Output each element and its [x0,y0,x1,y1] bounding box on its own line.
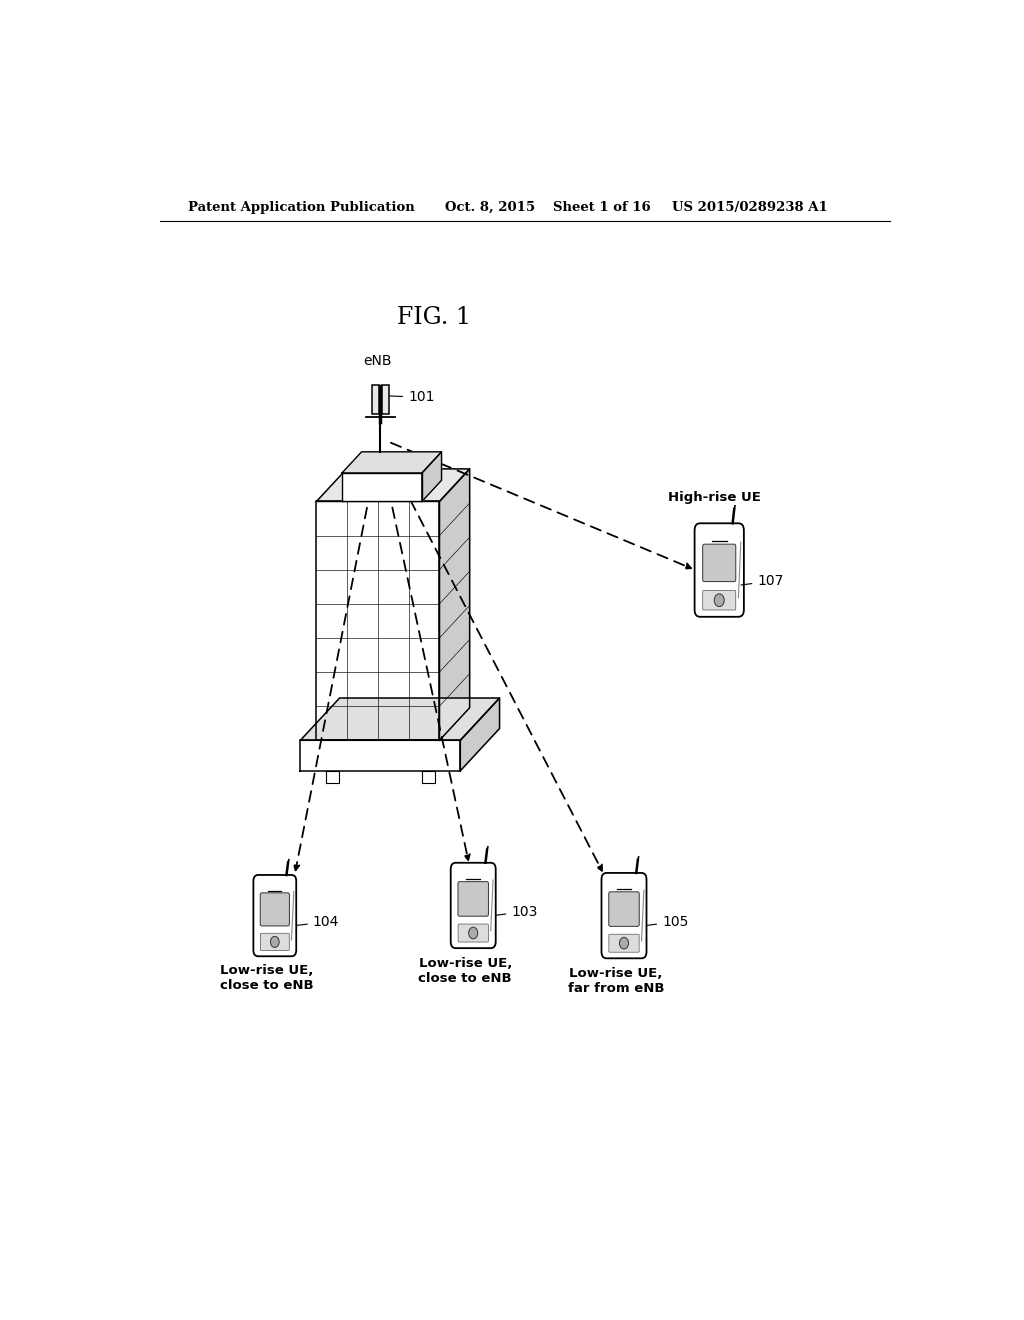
FancyBboxPatch shape [702,590,735,610]
Polygon shape [316,469,470,502]
Text: High-rise UE: High-rise UE [668,491,761,504]
Polygon shape [342,451,441,473]
FancyBboxPatch shape [702,544,736,582]
FancyBboxPatch shape [451,863,496,948]
FancyBboxPatch shape [458,882,488,916]
Circle shape [270,936,280,948]
Polygon shape [342,473,422,502]
Text: Low-rise UE,
close to eNB: Low-rise UE, close to eNB [419,957,512,985]
Polygon shape [300,741,461,771]
FancyBboxPatch shape [694,523,743,616]
Polygon shape [439,469,470,741]
FancyBboxPatch shape [372,385,379,413]
Polygon shape [422,451,441,502]
Polygon shape [316,502,439,741]
Polygon shape [422,771,434,783]
FancyBboxPatch shape [382,385,389,413]
Circle shape [469,927,478,939]
Text: 103: 103 [496,904,538,919]
Polygon shape [300,698,500,741]
Text: US 2015/0289238 A1: US 2015/0289238 A1 [672,201,827,214]
Circle shape [715,594,724,607]
Text: 104: 104 [297,915,339,929]
Polygon shape [326,771,339,783]
Text: 101: 101 [389,389,434,404]
Polygon shape [609,882,645,954]
FancyBboxPatch shape [609,935,639,952]
Text: 107: 107 [741,574,783,589]
Text: Sheet 1 of 16: Sheet 1 of 16 [553,201,650,214]
FancyBboxPatch shape [260,933,289,950]
Text: Patent Application Publication: Patent Application Publication [187,201,415,214]
FancyBboxPatch shape [253,875,296,956]
FancyBboxPatch shape [260,892,290,925]
FancyBboxPatch shape [458,924,488,942]
Text: eNB: eNB [362,355,391,368]
Text: Low-rise UE,
far from eNB: Low-rise UE, far from eNB [568,966,665,995]
Circle shape [620,937,629,949]
FancyBboxPatch shape [601,873,646,958]
Polygon shape [703,532,741,611]
Polygon shape [459,871,494,944]
Text: Oct. 8, 2015: Oct. 8, 2015 [445,201,536,214]
Text: Low-rise UE,
close to eNB: Low-rise UE, close to eNB [220,964,313,991]
Polygon shape [261,883,295,952]
Polygon shape [461,698,500,771]
FancyBboxPatch shape [608,892,639,927]
Text: FIG. 1: FIG. 1 [396,306,471,329]
Text: 105: 105 [646,915,688,929]
